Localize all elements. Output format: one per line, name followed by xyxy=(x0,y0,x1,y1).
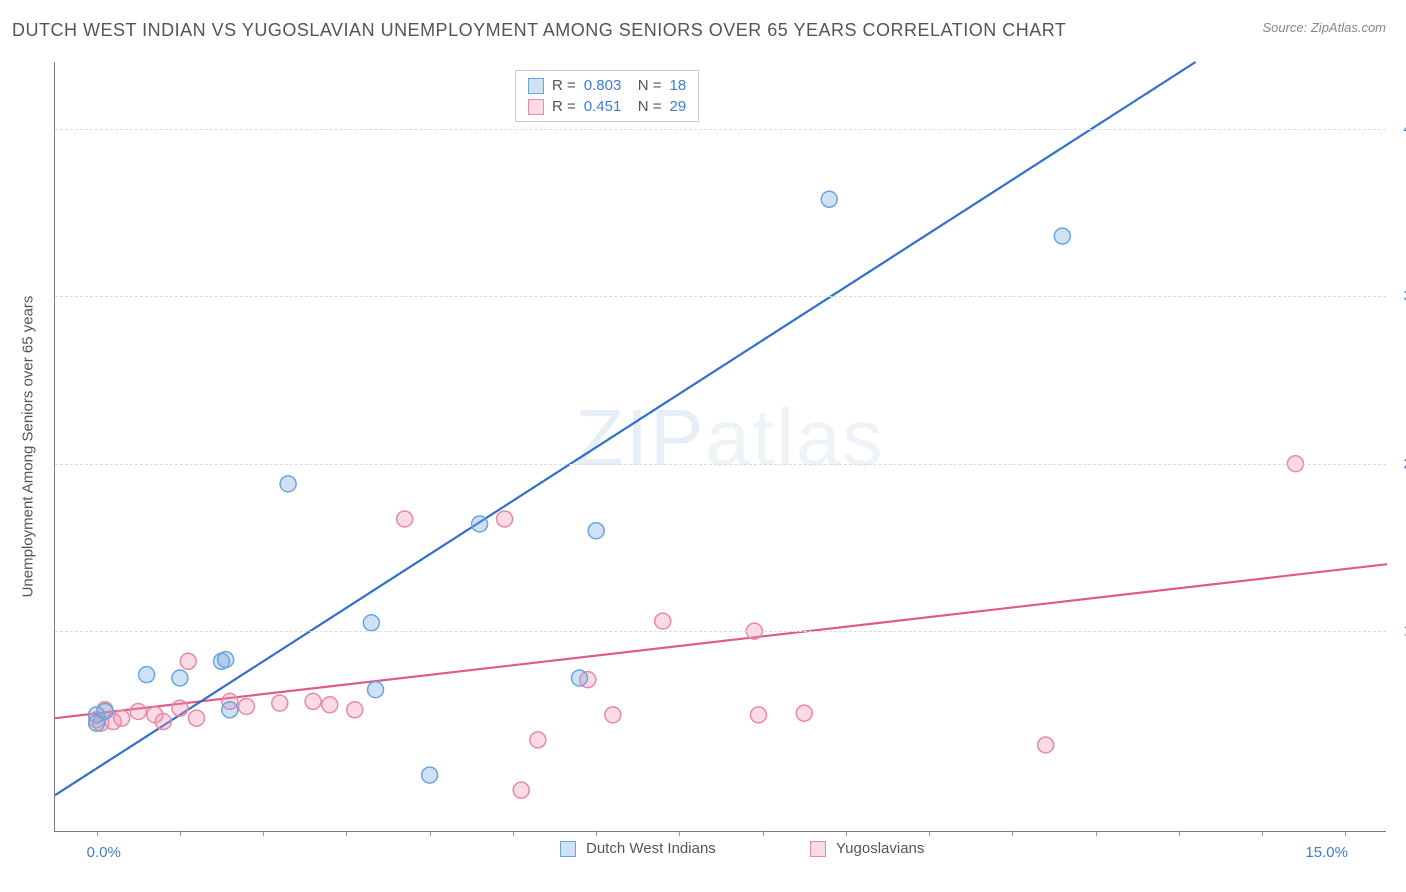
data-point xyxy=(272,695,288,711)
data-point xyxy=(280,476,296,492)
x-tick-label-max: 15.0% xyxy=(1305,844,1348,861)
legend-stats-row: R = 0.451 N = 29 xyxy=(528,98,686,115)
page-title: DUTCH WEST INDIAN VS YUGOSLAVIAN UNEMPLO… xyxy=(12,20,1066,41)
data-point xyxy=(305,693,321,709)
chart-svg xyxy=(55,62,1386,831)
data-point xyxy=(513,782,529,798)
x-tick xyxy=(1179,831,1180,836)
x-tick-label-min: 0.0% xyxy=(87,844,121,861)
data-point xyxy=(655,613,671,629)
x-tick xyxy=(596,831,597,836)
legend-series-b: Yugoslavians xyxy=(810,840,924,857)
x-tick xyxy=(263,831,264,836)
legend-stats: R = 0.803 N = 18 R = 0.451 N = 29 xyxy=(515,70,699,122)
data-point xyxy=(796,705,812,721)
data-point xyxy=(497,511,513,527)
legend-n-value-a: 18 xyxy=(670,77,687,94)
data-point xyxy=(189,710,205,726)
swatch-series-b-bottom xyxy=(810,841,826,857)
swatch-series-a-bottom xyxy=(560,841,576,857)
data-point xyxy=(571,670,587,686)
x-tick xyxy=(679,831,680,836)
legend-label-a: Dutch West Indians xyxy=(586,840,716,857)
data-point xyxy=(155,714,171,730)
x-tick xyxy=(430,831,431,836)
data-point xyxy=(130,703,146,719)
legend-r-value-a: 0.803 xyxy=(584,77,630,94)
regression-line xyxy=(55,62,1196,795)
x-tick xyxy=(180,831,181,836)
x-tick xyxy=(846,831,847,836)
data-point xyxy=(172,670,188,686)
data-point xyxy=(347,702,363,718)
data-point xyxy=(114,710,130,726)
x-tick xyxy=(513,831,514,836)
data-point xyxy=(530,732,546,748)
data-point xyxy=(97,703,113,719)
data-point xyxy=(222,702,238,718)
data-point xyxy=(588,523,604,539)
legend-label-b: Yugoslavians xyxy=(836,840,924,857)
data-point xyxy=(397,511,413,527)
x-tick xyxy=(1012,831,1013,836)
data-point xyxy=(172,700,188,716)
legend-n-label: N = xyxy=(638,77,662,94)
data-point xyxy=(750,707,766,723)
data-point xyxy=(139,667,155,683)
x-tick xyxy=(1262,831,1263,836)
data-point xyxy=(180,653,196,669)
data-point xyxy=(368,682,384,698)
gridline xyxy=(55,296,1386,297)
x-tick xyxy=(1345,831,1346,836)
source-label: Source: ZipAtlas.com xyxy=(1262,20,1386,35)
legend-n-value-b: 29 xyxy=(670,98,687,115)
legend-r-label: R = xyxy=(552,98,576,115)
x-tick xyxy=(1096,831,1097,836)
data-point xyxy=(1054,228,1070,244)
data-point xyxy=(605,707,621,723)
swatch-series-b xyxy=(528,99,544,115)
legend-r-value-b: 0.451 xyxy=(584,98,630,115)
y-axis-label-wrap: Unemployment Among Seniors over 65 years xyxy=(13,62,43,831)
data-point xyxy=(1038,737,1054,753)
x-tick xyxy=(929,831,930,836)
chart-area: Unemployment Among Seniors over 65 years… xyxy=(54,62,1386,832)
y-axis-label: Unemployment Among Seniors over 65 years xyxy=(20,296,37,598)
legend-n-label: N = xyxy=(638,98,662,115)
data-point xyxy=(472,516,488,532)
data-point xyxy=(422,767,438,783)
data-point xyxy=(218,652,234,668)
regression-line xyxy=(55,564,1387,718)
gridline xyxy=(55,631,1386,632)
x-tick xyxy=(763,831,764,836)
legend-stats-row: R = 0.803 N = 18 xyxy=(528,77,686,94)
swatch-series-a xyxy=(528,78,544,94)
data-point xyxy=(238,698,254,714)
gridline xyxy=(55,464,1386,465)
data-point xyxy=(821,191,837,207)
legend-series-a: Dutch West Indians xyxy=(560,840,716,857)
data-point xyxy=(363,615,379,631)
x-tick xyxy=(346,831,347,836)
data-point xyxy=(322,697,338,713)
legend-r-label: R = xyxy=(552,77,576,94)
x-tick xyxy=(97,831,98,836)
gridline xyxy=(55,129,1386,130)
